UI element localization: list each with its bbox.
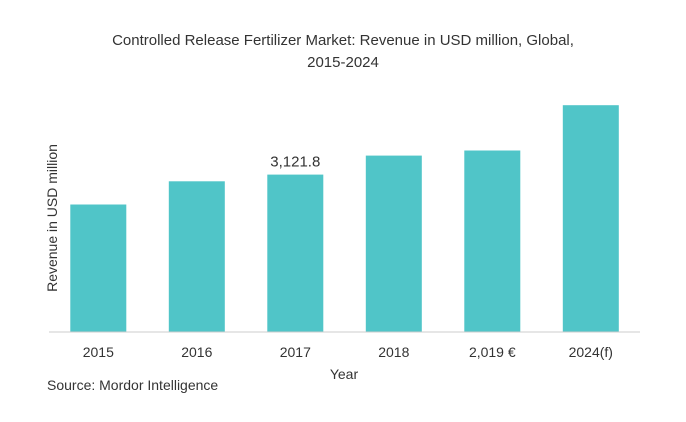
chart-title-line-2: 2015-2024	[307, 54, 379, 71]
x-tick-label: 2015	[83, 344, 114, 360]
x-tick-label: 2,019 €	[469, 344, 516, 360]
chart-title-line-1: Controlled Release Fertilizer Market: Re…	[112, 32, 574, 49]
x-tick-label: 2016	[181, 344, 212, 360]
x-tick-label: 2024(f)	[569, 344, 613, 360]
bars-group	[70, 105, 619, 332]
y-axis-label: Revenue in USD million	[44, 144, 60, 292]
x-tick-labels: 2015 2016 2017 2018 2,019 € 2024(f)	[83, 344, 613, 360]
data-label: 3,121.8	[270, 154, 320, 171]
bar-1	[168, 181, 225, 332]
data-labels-group: 3,121.8	[270, 154, 320, 171]
bar-0	[70, 204, 127, 332]
x-axis-label: Year	[330, 366, 359, 382]
x-tick-label: 2018	[378, 344, 409, 360]
x-tick-label: 2017	[280, 344, 311, 360]
source-note: Source: Mordor Intelligence	[47, 377, 218, 393]
bar-3	[365, 155, 422, 332]
bar-5	[562, 105, 619, 332]
bar-2	[267, 174, 324, 332]
bar-4	[464, 150, 521, 332]
